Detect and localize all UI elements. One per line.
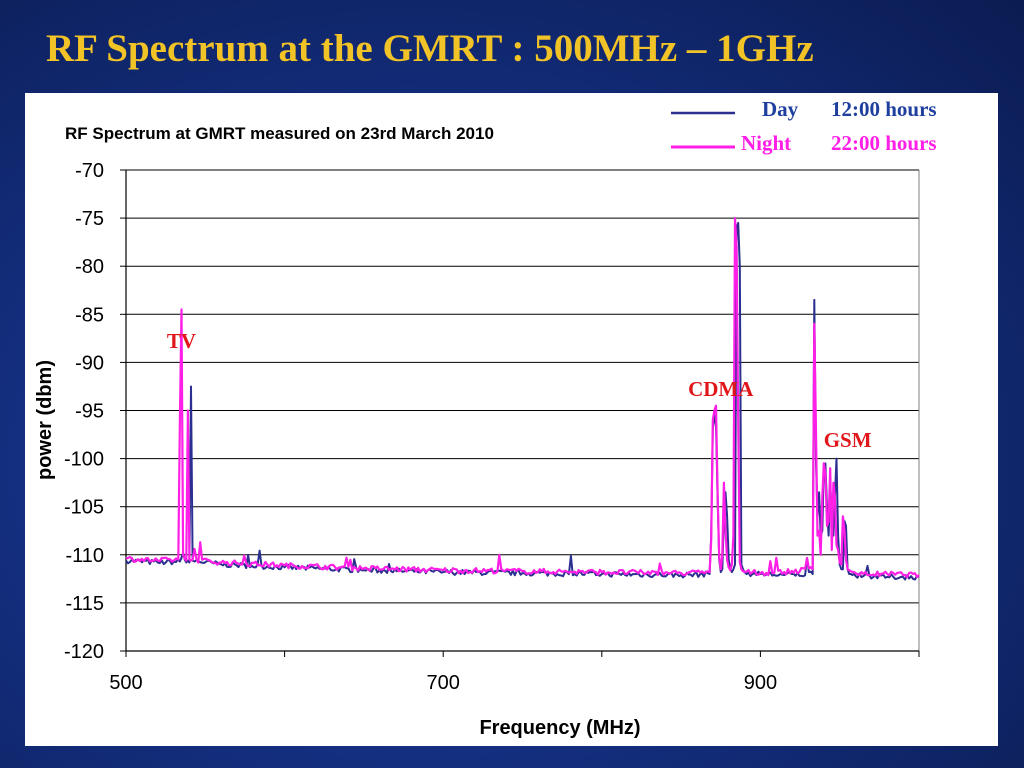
- y-tick-label: -85: [75, 304, 104, 326]
- annotation-gsm: GSM: [824, 428, 872, 452]
- y-tick-label: -100: [64, 449, 104, 471]
- chart-panel: RF Spectrum at GMRT measured on 23rd Mar…: [25, 93, 998, 746]
- rf-spectrum-chart: RF Spectrum at GMRT measured on 23rd Mar…: [34, 97, 937, 739]
- legend: Day 12:00 hours Night 22:00 hours: [671, 97, 937, 155]
- x-tick-label: 700: [427, 672, 460, 694]
- annotation-tv: TV: [167, 329, 196, 353]
- y-tick-labels: -70 -75 -80 -85 -90 -95 -100 -105 -110 -115 -120: [64, 160, 104, 663]
- y-tick-label: -105: [64, 497, 104, 519]
- annotation-cdma: CDMA: [688, 377, 754, 401]
- y-tick-label: -95: [75, 401, 104, 423]
- axes: [120, 169, 920, 657]
- y-tick-label: -110: [65, 545, 104, 567]
- y-tick-label: -120: [64, 641, 104, 663]
- series-line-day: [125, 221, 920, 581]
- series-lines: [125, 217, 920, 581]
- y-tick-label: -115: [65, 593, 104, 615]
- slide-title: RF Spectrum at the GMRT : 500MHz – 1GHz: [46, 27, 814, 70]
- legend-night-name: Night: [741, 131, 791, 155]
- chart-title: RF Spectrum at GMRT measured on 23rd Mar…: [65, 124, 494, 143]
- y-tick-label: -80: [75, 256, 104, 278]
- y-tick-label: -90: [75, 352, 104, 374]
- legend-day-time: 12:00 hours: [831, 97, 937, 121]
- grid-lines: [126, 169, 919, 652]
- legend-night-time: 22:00 hours: [831, 131, 937, 155]
- y-axis-label: power (dbm): [34, 360, 56, 480]
- series-line-night: [125, 217, 920, 579]
- y-tick-label: -70: [75, 160, 104, 182]
- legend-day-name: Day: [762, 97, 799, 121]
- x-axis-label: Frequency (MHz): [479, 717, 640, 739]
- y-tick-label: -75: [75, 208, 104, 230]
- x-tick-label: 500: [109, 672, 142, 694]
- annotations: TV CDMA GSM: [167, 329, 872, 452]
- x-tick-label: 900: [744, 672, 777, 694]
- x-tick-labels: 500 700 900: [109, 672, 777, 694]
